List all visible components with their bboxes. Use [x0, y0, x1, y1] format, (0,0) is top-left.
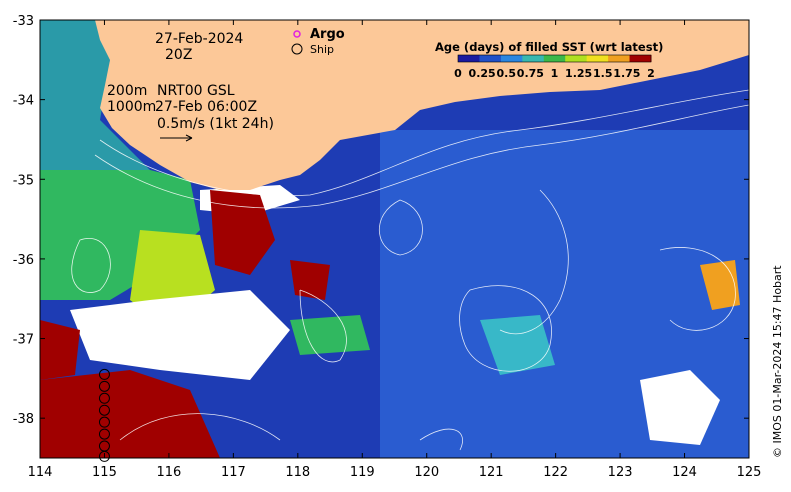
scale-vector-arrow [160, 134, 193, 142]
x-tick-label: 121 [479, 465, 504, 480]
y-tick-label: -38 [13, 412, 34, 427]
colorbar-segment [479, 55, 502, 62]
imos-credit: © IMOS 01-Mar-2024 15:47 Hobart [771, 265, 784, 458]
sst-age-patch-red-southwest [40, 370, 220, 458]
plot-frame [39, 19, 750, 459]
legend-ship-label: Ship [310, 43, 334, 56]
x-tick-label: 122 [543, 465, 568, 480]
y-tick-label: -35 [13, 173, 34, 188]
map-date: 27-Feb-2024 [155, 31, 243, 47]
x-tick-label: 124 [672, 465, 697, 480]
x-tick-label: 119 [350, 465, 375, 480]
colorbar-tick-label: 0.75 [517, 67, 544, 80]
y-tick-label: -34 [13, 94, 34, 109]
depth-label-200m: 200m [107, 83, 147, 99]
y-tick-label: -33 [13, 14, 34, 29]
colorbar-segment [565, 55, 588, 62]
y-tick-label: -36 [13, 253, 34, 268]
x-tick-label: 125 [737, 465, 762, 480]
scale-vector-label: 0.5m/s (1kt 24h) [157, 116, 274, 132]
colorbar-tick-label: 2 [647, 67, 655, 80]
colorbar-segment [629, 55, 652, 62]
sst-age-patch-cyan-center [480, 315, 555, 375]
x-tick-label: 115 [92, 465, 117, 480]
x-axis: 114 115 116 117 118 119 120 121 122 123 124 125 [28, 20, 762, 480]
colorbar-segment [500, 55, 523, 62]
product-label: NRT00 GSL [157, 83, 235, 99]
sst-age-patch-green-mid [290, 315, 370, 355]
sst-age-patch-red-west [40, 320, 80, 380]
ship-track-point [98, 450, 110, 462]
colorbar-tick-label: 1.75 [613, 67, 640, 80]
sst-age-patch-red-center [210, 190, 275, 275]
y-axis: -33 -34 -35 -36 -37 -38 [13, 14, 749, 427]
colorbar-segment [586, 55, 609, 62]
colorbar-segment [543, 55, 566, 62]
colorbar: 0 0.25 0.5 0.75 1 1.25 1.5 1.75 2 [454, 54, 655, 80]
land-australia [95, 20, 749, 190]
y-tick-label: -37 [13, 333, 34, 348]
colorbar-tick-label: 0.5 [497, 67, 517, 80]
colorbar-tick-label: 0.25 [469, 67, 496, 80]
colorbar-tick-label: 1.5 [593, 67, 613, 80]
x-tick-label: 120 [414, 465, 439, 480]
colorbar-frame [457, 54, 652, 63]
ship-track-point [98, 428, 110, 440]
colorbar-segment [522, 55, 545, 62]
x-tick-label: 117 [221, 465, 246, 480]
ship-marker-icon [291, 43, 303, 55]
colorbar-title: Age (days) of filled SST (wrt latest) [435, 40, 663, 54]
sst-age-region-west-teal [40, 20, 150, 170]
depth-contours [71, 89, 749, 451]
map-plot-area [40, 20, 749, 458]
ship-track-point [98, 416, 110, 428]
ship-track-point [98, 392, 110, 404]
ship-track-point [98, 368, 110, 380]
map-time: 20Z [165, 47, 192, 63]
x-tick-label: 123 [608, 465, 633, 480]
argo-marker-icon [293, 30, 301, 38]
legend-argo-label: Argo [310, 27, 345, 42]
x-tick-label: 118 [285, 465, 310, 480]
ship-track-point [98, 404, 110, 416]
colorbar-tick-label: 1 [551, 67, 559, 80]
no-data-region-center [70, 290, 290, 380]
colorbar-tick-label: 1.25 [565, 67, 592, 80]
colorbar-segment [458, 55, 480, 62]
ship-track-point [98, 380, 110, 392]
ship-track [98, 368, 110, 462]
x-tick-label: 116 [156, 465, 181, 480]
product-time: 27-Feb 06:00Z [155, 99, 257, 115]
depth-label-1000m: 1000m [107, 99, 156, 115]
no-data-region-southeast [640, 370, 720, 445]
x-tick-label: 114 [28, 465, 53, 480]
colorbar-tick-label: 0 [454, 67, 462, 80]
colorbar-segment [608, 55, 631, 62]
